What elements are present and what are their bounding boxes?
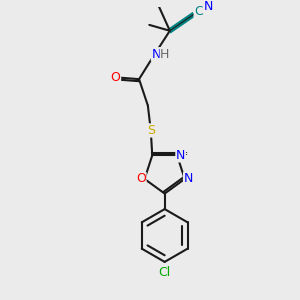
Text: C: C: [194, 5, 203, 18]
Text: O: O: [136, 172, 146, 185]
Text: H: H: [160, 48, 170, 61]
Text: N: N: [184, 172, 193, 185]
Text: O: O: [111, 71, 121, 84]
Text: Cl: Cl: [158, 266, 171, 279]
Text: N: N: [176, 149, 185, 162]
Text: N: N: [152, 48, 161, 61]
Text: N: N: [203, 0, 213, 13]
Text: S: S: [147, 124, 155, 137]
Text: =: =: [180, 149, 188, 159]
